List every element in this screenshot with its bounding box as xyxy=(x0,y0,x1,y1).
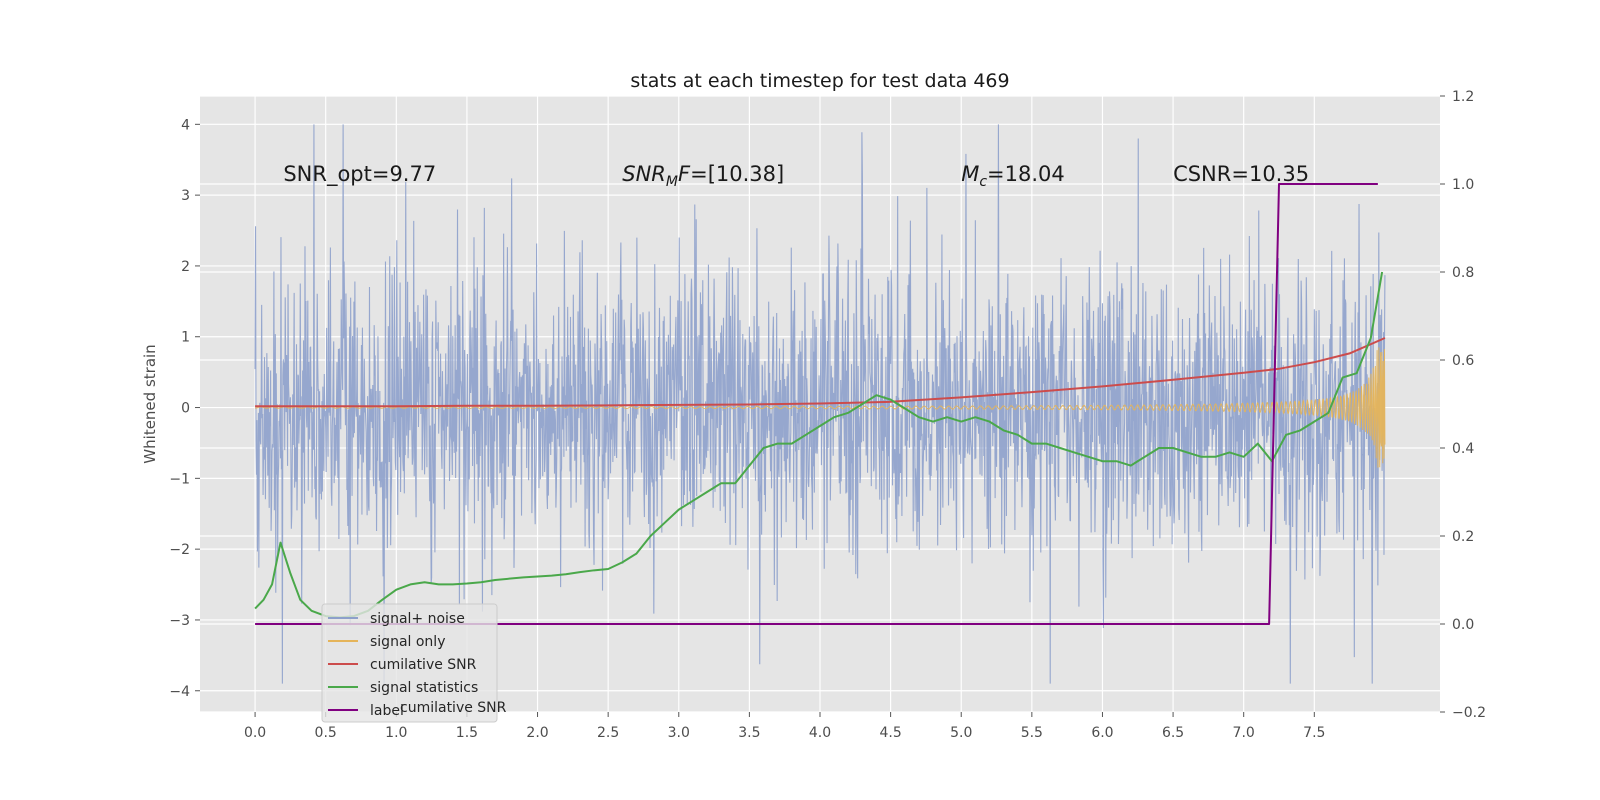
axes: 0.0 0.5 1.0 1.5 2.0 2.5 3.0 3.5 4.0 4.5 5.0 5.5 6.0 6… xyxy=(169,89,1486,741)
y2-tick-label: 0.2 xyxy=(1452,529,1474,545)
y-tick-label: 1 xyxy=(181,330,190,346)
y2-tick-label: 0.8 xyxy=(1452,265,1474,281)
x-tick-label: 6.0 xyxy=(1091,725,1113,741)
legend: cumilative SNR signal+ noise signal only cu… xyxy=(321,603,507,723)
x-tick-label: 6.5 xyxy=(1162,725,1184,741)
annotations: SNR_opt=9.77 SNRMF=[10.38] Mc=18.04 CSNR=10… xyxy=(283,162,1309,190)
annotation-part: =18.04 xyxy=(987,162,1065,186)
annotation-part: M xyxy=(666,174,678,190)
y-axis-label: Whitened strain xyxy=(141,344,159,463)
x-tick-label: 1.0 xyxy=(385,725,407,741)
x-tick-label: 2.5 xyxy=(597,725,619,741)
x-tick-label: 7.0 xyxy=(1233,725,1255,741)
legend-overlapped-text: cumilative SNR xyxy=(400,700,507,716)
y2-tick-label: 1.0 xyxy=(1452,177,1474,193)
cumulative-snr-line xyxy=(255,337,1386,408)
y-tick-label: −3 xyxy=(169,613,190,629)
legend-entry: cumilative SNR xyxy=(370,657,477,673)
annotation-snr-mf: SNRMF=[10.38] xyxy=(622,162,784,190)
y-tick-label: 3 xyxy=(181,188,190,204)
annotation-part: CSNR=10.35 xyxy=(1173,162,1309,186)
x-tick-label: 7.5 xyxy=(1303,725,1325,741)
y-tick-label: 0 xyxy=(181,401,190,417)
y2-tick-label: 0.4 xyxy=(1452,441,1474,457)
legend-entry: signal+ noise xyxy=(370,611,465,627)
annotation-part: F xyxy=(678,162,691,186)
legend-entry: signal only xyxy=(370,634,445,650)
y-tick-label: 4 xyxy=(181,117,190,133)
legend-entry: label xyxy=(370,703,404,719)
y2-tick-label: 1.2 xyxy=(1452,89,1474,105)
x-tick-label: 0.0 xyxy=(244,725,266,741)
x-tick-label: 3.0 xyxy=(668,725,690,741)
x-tick-label: 2.0 xyxy=(526,725,548,741)
annotation-part: M xyxy=(961,162,979,186)
x-tick-label: 4.0 xyxy=(809,725,831,741)
x-tick-label: 3.5 xyxy=(738,725,760,741)
y-tick-label: −4 xyxy=(169,684,190,700)
y-tick-label: −2 xyxy=(169,542,190,558)
x-tick-label: 0.5 xyxy=(315,725,337,741)
x-tick-label: 5.5 xyxy=(1021,725,1043,741)
y2-tick-label: −0.2 xyxy=(1452,705,1486,721)
chart-title: stats at each timestep for test data 469 xyxy=(630,70,1009,92)
annotation-part: c xyxy=(979,174,987,190)
annotation-part: SNR_opt=9.77 xyxy=(283,162,436,187)
y-tick-label: −1 xyxy=(169,471,190,487)
legend-box xyxy=(321,603,498,723)
annotation-part: SNR xyxy=(622,162,666,186)
x-tick-label: 1.5 xyxy=(456,725,478,741)
label-line xyxy=(255,183,1378,625)
legend-entry: signal statistics xyxy=(370,680,478,696)
annotation-snr-opt: SNR_opt=9.77 xyxy=(283,162,436,187)
y2-tick-label: 0.6 xyxy=(1452,353,1474,369)
y2-tick-label: 0.0 xyxy=(1452,617,1474,633)
x-tick-label: 4.5 xyxy=(879,725,901,741)
annotation-part: =[10.38] xyxy=(690,162,784,186)
annotation-csnr: CSNR=10.35 xyxy=(1173,162,1309,186)
plot-series xyxy=(254,124,1386,684)
signal-statistics-line xyxy=(254,271,1384,619)
x-tick-label: 5.0 xyxy=(950,725,972,741)
y-tick-label: 2 xyxy=(181,259,190,275)
annotation-mc: Mc=18.04 xyxy=(961,162,1065,190)
